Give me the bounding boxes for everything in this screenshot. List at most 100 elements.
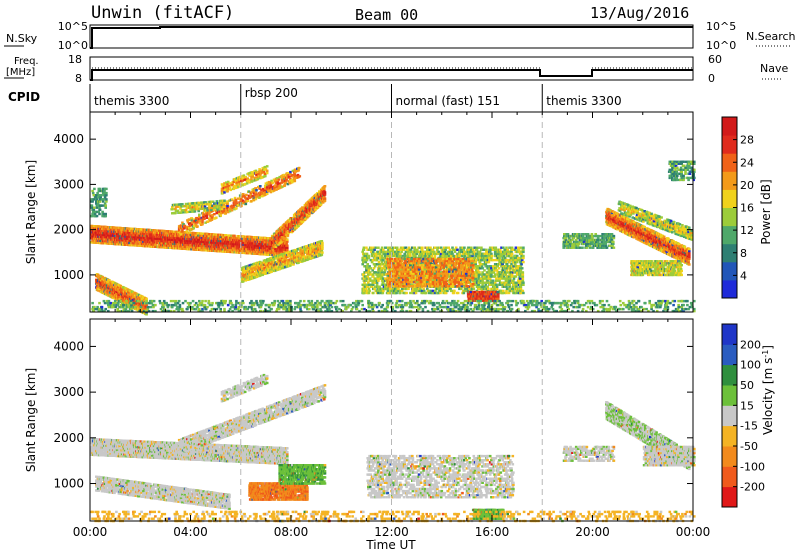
data-cell [363, 292, 366, 294]
data-cell [278, 178, 281, 180]
data-cell [266, 172, 269, 174]
cpid-segment-label: rbsp 200 [245, 86, 298, 100]
data-cell [224, 212, 227, 214]
data-cell [363, 249, 366, 251]
nave-tick-bottom-right: 0 [708, 72, 715, 85]
data-cell [257, 178, 260, 180]
data-cell [198, 214, 201, 216]
data-cell [272, 249, 275, 251]
data-cell [363, 247, 366, 249]
data-cell [264, 175, 267, 177]
data-cell [266, 170, 269, 172]
freq-label-line1: Freq. [14, 56, 39, 67]
data-cell [206, 209, 209, 211]
data-cell [299, 175, 302, 177]
data-cell [223, 206, 226, 208]
data-cell [203, 218, 206, 220]
data-cell [289, 171, 292, 173]
data-cell [258, 196, 261, 198]
data-cell [213, 213, 216, 215]
data-cell [180, 233, 183, 235]
nsky-tick-top-left: 10^5 [58, 20, 88, 33]
data-cell [186, 230, 189, 232]
data-cell [308, 214, 311, 216]
data-cell [229, 189, 232, 191]
data-cell [297, 169, 300, 171]
data-cell [285, 179, 288, 181]
data-cell [174, 212, 177, 214]
nsky-panel [90, 25, 693, 48]
data-cell [324, 191, 327, 193]
freq-trace [90, 70, 693, 80]
freq-tick-bottom-left: 8 [75, 72, 82, 85]
data-cell [266, 165, 269, 167]
data-cell [259, 185, 262, 187]
data-cell [246, 177, 249, 179]
nsearch-label: N.Search [746, 30, 796, 43]
data-cell [286, 249, 289, 251]
data-cell [206, 217, 209, 219]
nsky-label: N.Sky [6, 32, 38, 45]
data-cell [255, 189, 258, 191]
data-cell [215, 217, 218, 219]
cpid-segment-label: normal (fast) 151 [396, 94, 500, 108]
data-cell [323, 188, 326, 190]
data-cell [108, 279, 111, 281]
data-cell [272, 181, 275, 183]
freq-panel [90, 57, 693, 80]
data-cell [321, 254, 324, 256]
data-cell [324, 197, 327, 199]
data-cell [246, 200, 249, 202]
data-cell [294, 180, 297, 182]
data-cell [225, 234, 228, 236]
data-cell [361, 263, 364, 265]
data-cell [181, 230, 184, 232]
data-cell [201, 223, 204, 225]
data-cell [255, 198, 258, 200]
data-cell [211, 219, 214, 221]
data-cell [223, 191, 226, 193]
data-cell [201, 221, 204, 223]
data-cell [233, 235, 236, 237]
data-cell [210, 209, 213, 211]
cpid-segment-label: themis 3300 [546, 94, 621, 108]
freq-tick-top-left: 18 [68, 53, 82, 66]
data-cell [321, 251, 324, 253]
cpid-label: CPID [8, 90, 40, 104]
data-cell [223, 200, 226, 202]
data-cell [245, 194, 248, 196]
cpid-segment-label: themis 3300 [94, 94, 169, 108]
data-cell [324, 200, 327, 202]
data-cell [192, 227, 195, 229]
nave-tick-top-right: 60 [708, 53, 722, 66]
data-cell [194, 210, 197, 212]
data-cell [245, 203, 248, 205]
data-cell [226, 203, 229, 205]
data-cell [235, 207, 238, 209]
data-cell [199, 220, 202, 222]
data-cell [196, 221, 199, 223]
beam-title: Beam 00 [355, 6, 418, 24]
data-cell [298, 167, 301, 169]
nsky-tick-bottom-left: 10^0 [58, 39, 88, 52]
data-cell [324, 185, 327, 187]
nsky-tick-bottom-right: 10^0 [706, 39, 736, 52]
data-cell [273, 258, 276, 260]
station-title: Unwin (fitACF) [91, 3, 234, 23]
data-cell [226, 190, 229, 192]
data-cell [286, 245, 289, 247]
date-title: 13/Aug/2016 [590, 4, 689, 22]
data-cell [321, 242, 324, 244]
data-cell [324, 193, 327, 195]
data-cell [231, 209, 234, 211]
nsky-tick-top-right: 10^5 [706, 20, 736, 33]
nsky-trace [90, 27, 693, 48]
data-cell [284, 184, 287, 186]
data-cell [270, 271, 273, 273]
power-heatmap [90, 161, 696, 316]
data-cell [297, 260, 300, 262]
data-cell [145, 298, 148, 300]
nave-label: Nave [760, 62, 788, 75]
data-cell [226, 205, 229, 207]
